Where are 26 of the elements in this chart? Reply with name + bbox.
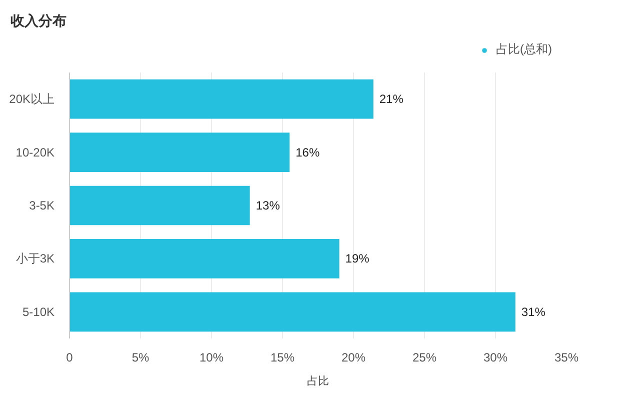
y-tick-label: 5-10K bbox=[22, 304, 55, 319]
x-tick-label: 25% bbox=[412, 350, 437, 364]
x-tick-label: 35% bbox=[554, 350, 579, 364]
data-label: 16% bbox=[296, 145, 320, 160]
bar bbox=[70, 239, 340, 278]
y-tick-label: 小于3K bbox=[16, 252, 55, 266]
y-tick-label: 3-5K bbox=[29, 198, 55, 212]
x-tick-label: 0 bbox=[66, 350, 74, 364]
x-tick-label: 20% bbox=[341, 350, 366, 364]
x-tick-label: 10% bbox=[199, 350, 224, 364]
bar bbox=[70, 132, 290, 172]
x-tick-label: 5% bbox=[132, 350, 150, 364]
bar bbox=[70, 186, 250, 226]
chart-title: 收入分布 bbox=[10, 12, 66, 28]
data-label: 31% bbox=[521, 304, 546, 319]
data-label: 13% bbox=[256, 198, 280, 212]
data-label: 21% bbox=[379, 92, 404, 106]
bar bbox=[70, 79, 374, 119]
x-tick-label: 30% bbox=[483, 350, 508, 364]
y-tick-label: 20K以上 bbox=[9, 92, 55, 106]
x-tick-label: 15% bbox=[270, 350, 295, 364]
bar bbox=[70, 292, 516, 332]
legend-label: 占比(总和) bbox=[496, 41, 552, 58]
y-tick-label: 10-20K bbox=[16, 145, 55, 160]
data-label: 19% bbox=[345, 252, 370, 266]
x-axis-title: 占比 bbox=[307, 374, 329, 388]
